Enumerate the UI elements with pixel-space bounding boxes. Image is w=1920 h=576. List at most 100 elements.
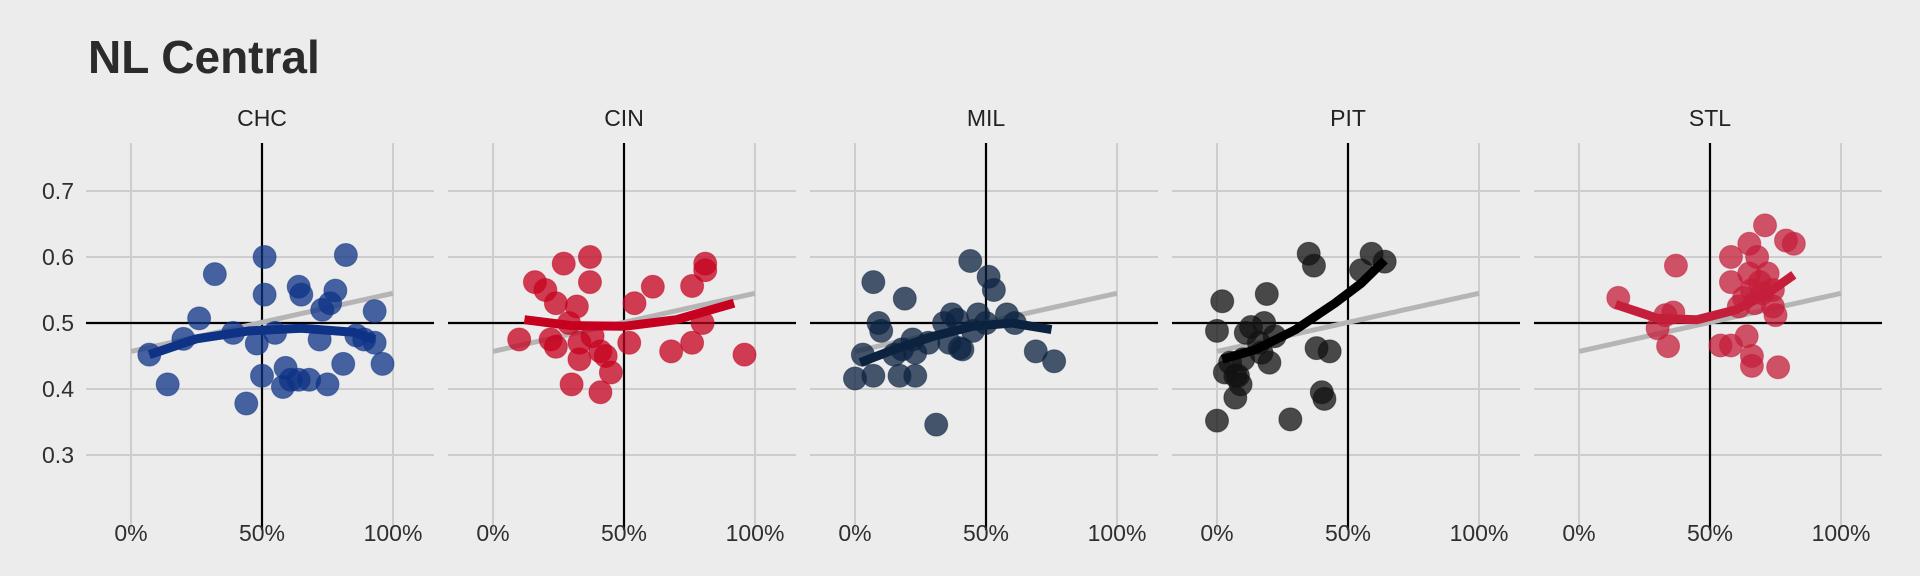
data-point bbox=[622, 291, 647, 316]
data-point bbox=[1278, 407, 1303, 432]
data-point bbox=[551, 251, 576, 276]
data-point bbox=[1663, 253, 1688, 278]
data-point bbox=[543, 334, 568, 359]
data-point bbox=[981, 278, 1006, 302]
data-point bbox=[577, 270, 602, 295]
team-fit-line bbox=[523, 298, 736, 331]
x-tick-label: 0% bbox=[114, 520, 147, 546]
facet-panel-mil: MIL 0% 50% 100% bbox=[810, 105, 1158, 546]
data-point bbox=[1205, 318, 1229, 343]
data-point bbox=[289, 282, 314, 307]
data-point bbox=[861, 363, 886, 388]
data-point bbox=[559, 372, 584, 397]
x-tick-label: 0% bbox=[476, 520, 509, 546]
data-point bbox=[1042, 349, 1067, 374]
facet-panel-chc: CHC 0% 50% 100% bbox=[86, 105, 434, 546]
team-fit-line bbox=[1614, 271, 1797, 325]
x-tick-label: 50% bbox=[239, 520, 285, 546]
data-point bbox=[250, 363, 274, 388]
data-point bbox=[693, 258, 718, 283]
data-point bbox=[331, 351, 356, 376]
data-point bbox=[202, 262, 227, 287]
data-point bbox=[187, 306, 212, 331]
x-tick-label: 0% bbox=[1562, 520, 1595, 546]
data-point bbox=[362, 299, 387, 324]
data-point bbox=[680, 274, 705, 299]
chart-title: NL Central bbox=[88, 31, 320, 83]
data-point bbox=[370, 351, 395, 376]
facet-strip-label: CIN bbox=[604, 105, 644, 131]
data-point bbox=[234, 391, 259, 416]
data-point bbox=[892, 286, 917, 311]
x-tick-label: 50% bbox=[601, 520, 647, 546]
data-point bbox=[1763, 303, 1788, 328]
x-tick-label: 50% bbox=[963, 520, 1009, 546]
data-point bbox=[1254, 281, 1279, 306]
data-point bbox=[958, 248, 983, 273]
facet-panels: CHC 0% 50% 100% CIN 0% 50% 100% MIL 0% 50% 100% PIT 0… bbox=[86, 105, 1882, 546]
facet-strip-label: MIL bbox=[967, 105, 1006, 131]
x-tick-label: 50% bbox=[1687, 520, 1733, 546]
data-point bbox=[323, 278, 348, 303]
data-point bbox=[252, 245, 277, 269]
facet-strip-label: PIT bbox=[1330, 105, 1366, 131]
x-tick-label: 50% bbox=[1325, 520, 1371, 546]
overall-trend-line bbox=[1578, 290, 1842, 354]
data-point bbox=[588, 380, 613, 405]
y-tick-label: 0.4 bbox=[42, 376, 74, 402]
data-point bbox=[869, 318, 894, 343]
data-point bbox=[732, 342, 757, 367]
data-point bbox=[577, 245, 602, 269]
data-point bbox=[1205, 408, 1229, 433]
facet-strip-label: STL bbox=[1689, 105, 1731, 131]
data-point bbox=[659, 339, 684, 364]
data-point bbox=[1228, 372, 1253, 397]
x-tick-label: 100% bbox=[1088, 520, 1147, 546]
data-point bbox=[1312, 386, 1337, 411]
data-point bbox=[564, 294, 589, 319]
data-point bbox=[333, 243, 358, 268]
y-tick-label: 0.3 bbox=[42, 442, 74, 468]
data-point bbox=[903, 363, 928, 388]
team-fit-line bbox=[858, 318, 1053, 367]
team-fit-line bbox=[147, 323, 377, 359]
data-point bbox=[640, 274, 665, 299]
facet-panel-cin: CIN 0% 50% 100% bbox=[448, 105, 796, 546]
data-point bbox=[1023, 339, 1048, 364]
data-point bbox=[1734, 324, 1759, 349]
data-point bbox=[598, 360, 623, 385]
data-point bbox=[924, 412, 949, 437]
data-point bbox=[1718, 245, 1743, 269]
x-tick-label: 0% bbox=[1200, 520, 1233, 546]
data-point bbox=[1766, 355, 1791, 380]
data-point bbox=[1739, 353, 1764, 378]
x-tick-label: 100% bbox=[726, 520, 785, 546]
data-point bbox=[1317, 339, 1342, 364]
data-point bbox=[1301, 253, 1326, 278]
data-point bbox=[507, 327, 532, 352]
data-point bbox=[1210, 289, 1235, 314]
data-point bbox=[252, 282, 277, 307]
facet-strip-label: CHC bbox=[237, 105, 287, 131]
x-tick-label: 100% bbox=[364, 520, 423, 546]
data-point bbox=[1257, 350, 1282, 375]
data-point bbox=[543, 291, 568, 316]
y-axis: 0.3 0.4 0.5 0.6 0.7 bbox=[42, 178, 74, 468]
data-point bbox=[1781, 231, 1806, 256]
data-point bbox=[315, 372, 340, 397]
y-tick-label: 0.6 bbox=[42, 244, 74, 270]
x-tick-label: 100% bbox=[1450, 520, 1509, 546]
facet-panel-stl: STL 0% 50% 100% bbox=[1534, 105, 1882, 546]
x-tick-label: 0% bbox=[838, 520, 871, 546]
data-point bbox=[861, 270, 886, 295]
y-tick-label: 0.7 bbox=[42, 178, 74, 204]
data-point bbox=[1753, 213, 1778, 238]
data-point bbox=[617, 330, 642, 355]
data-point bbox=[1656, 334, 1681, 359]
team-fit-line bbox=[1220, 257, 1388, 364]
facet-panel-pit: PIT 0% 50% 100% bbox=[1172, 105, 1520, 546]
data-point bbox=[155, 372, 180, 397]
data-point bbox=[950, 337, 975, 362]
y-tick-label: 0.5 bbox=[42, 310, 74, 336]
